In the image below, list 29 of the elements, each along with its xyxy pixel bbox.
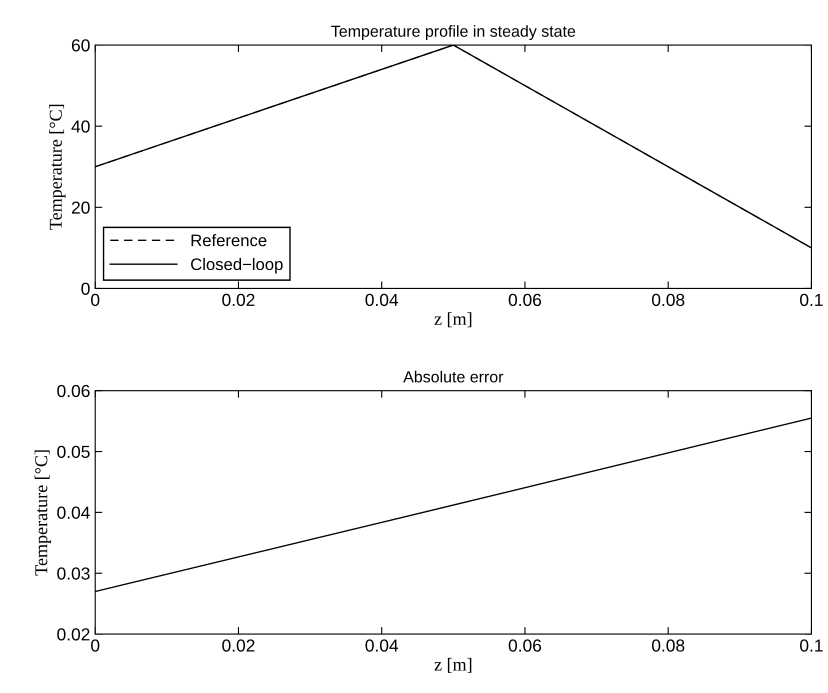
y-tick-label: 20 xyxy=(72,201,90,214)
x-tick-label: 0.08 xyxy=(652,294,684,306)
chart-title: Temperature profile in steady state xyxy=(331,25,576,40)
x-tick-label: 0 xyxy=(91,639,100,652)
x-tick-label: 0.02 xyxy=(222,294,254,306)
x-axis-title: z [m] xyxy=(434,312,472,328)
x-tick-label: 0.02 xyxy=(222,639,254,652)
y-tick-label: 40 xyxy=(71,120,90,133)
y-axis-title: Temperature [°C] xyxy=(34,450,52,576)
y-axis-title: Temperature [°C] xyxy=(49,104,66,230)
y-tick-label: 0.03 xyxy=(57,567,90,580)
y-tick-label: 0.05 xyxy=(57,446,90,458)
y-tick-label: 0.04 xyxy=(57,506,90,519)
legend-label: Closed−loop xyxy=(191,258,283,274)
x-tick-label: 0.1 xyxy=(800,639,823,652)
x-tick-label: 0.06 xyxy=(508,639,542,652)
legend-label: Reference xyxy=(192,234,266,246)
y-tick-label: 0.06 xyxy=(57,384,90,398)
x-axis-title: z [m] xyxy=(434,658,472,673)
y-tick-label: 0.02 xyxy=(57,628,90,641)
x-tick-label: 0.1 xyxy=(800,294,823,306)
x-tick-label: 0.06 xyxy=(508,294,542,306)
x-tick-label: 0.04 xyxy=(365,639,398,652)
x-tick-label: 0.08 xyxy=(652,639,684,652)
chart-title: Absolute error xyxy=(403,370,504,383)
x-tick-label: 0.04 xyxy=(365,294,398,306)
y-tick-label: 0 xyxy=(81,282,90,295)
y-tick-label: 60 xyxy=(72,39,90,52)
x-tick-label: 0 xyxy=(91,294,100,306)
